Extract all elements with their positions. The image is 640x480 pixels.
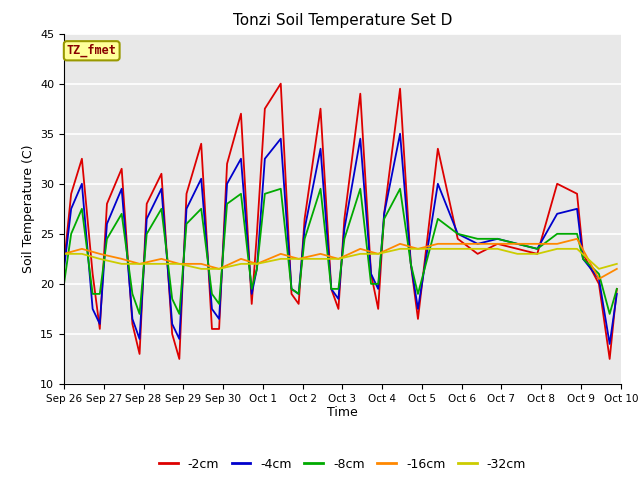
Title: Tonzi Soil Temperature Set D: Tonzi Soil Temperature Set D [233, 13, 452, 28]
Text: TZ_fmet: TZ_fmet [67, 44, 116, 58]
X-axis label: Time: Time [327, 407, 358, 420]
Legend: -2cm, -4cm, -8cm, -16cm, -32cm: -2cm, -4cm, -8cm, -16cm, -32cm [154, 453, 531, 476]
Y-axis label: Soil Temperature (C): Soil Temperature (C) [22, 144, 35, 273]
